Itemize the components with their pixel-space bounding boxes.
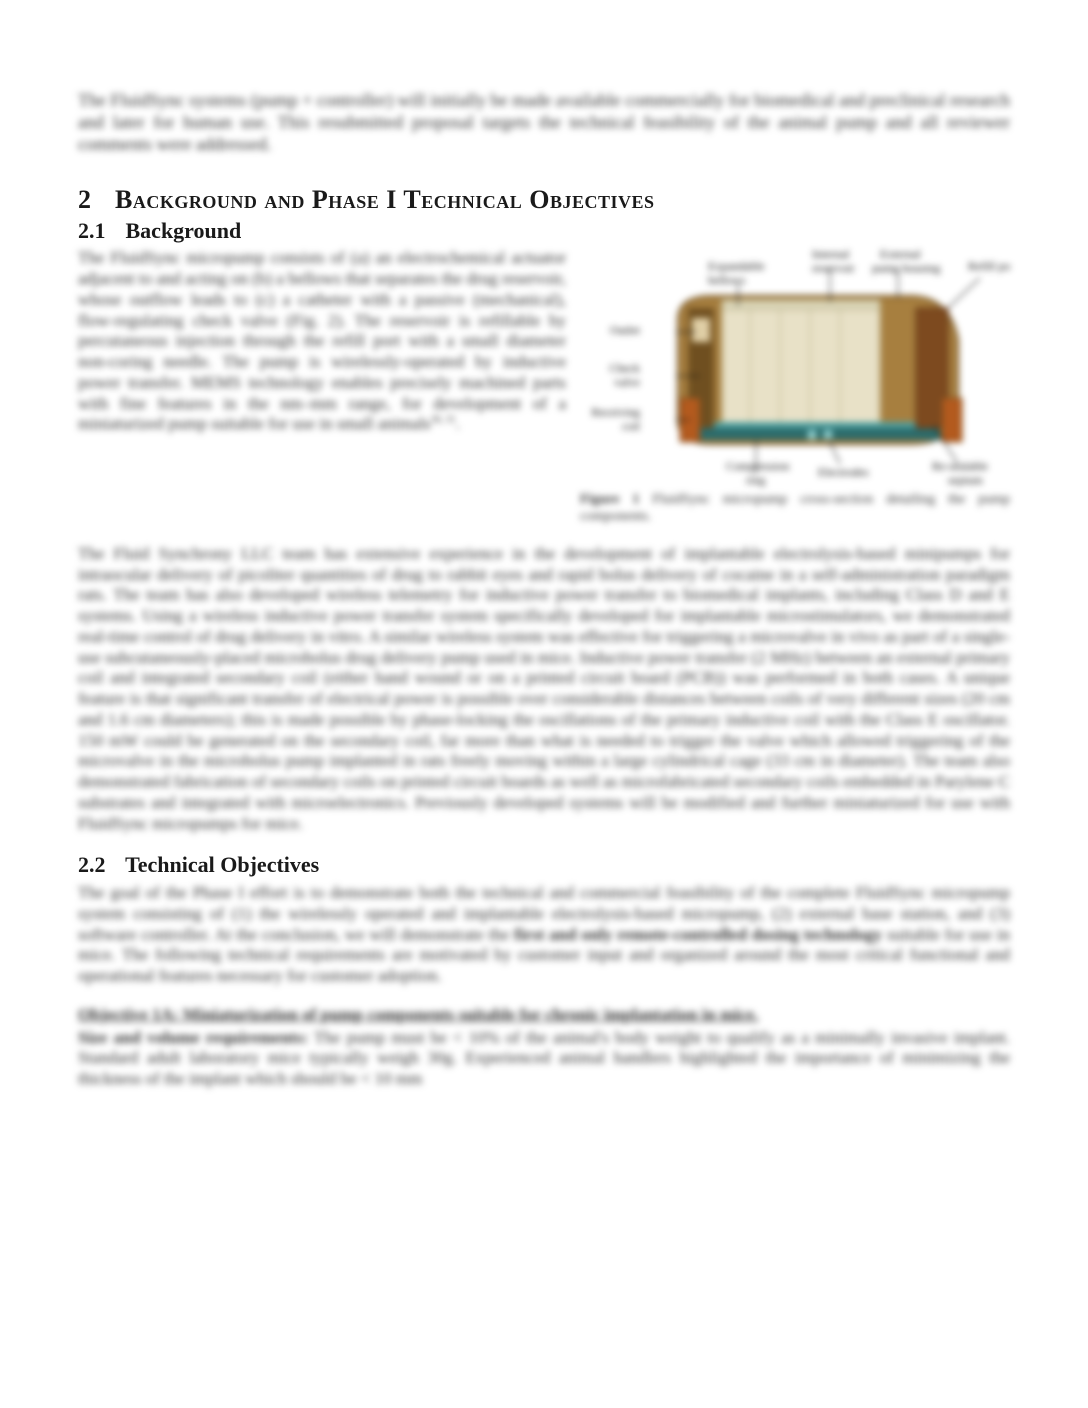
- subsection-22-heading: 2.2 Technical Objectives: [78, 852, 1010, 879]
- background-p1-sup: 30, 31: [431, 415, 456, 426]
- subsection-22-title: Technical Objectives: [125, 852, 319, 877]
- figure-1: Outlet Check valve Receiving coil Expand…: [580, 248, 1010, 526]
- label-refill: Refill po: [968, 259, 1010, 273]
- section-heading: 2 Background and Phase I Technical Objec…: [78, 184, 1010, 216]
- figure-caption-lead: Figure 1: [580, 492, 639, 507]
- section-title: Background and Phase I Technical Objecti…: [115, 185, 655, 214]
- label-coil1: Receiving: [591, 405, 640, 419]
- label-bellows1: Expandable: [708, 259, 765, 273]
- right-coil-shape: [942, 398, 962, 442]
- subsection-21-number: 2.1: [78, 218, 120, 245]
- background-p2-text: The Fluid Synchrony LLC team has extensi…: [78, 544, 1010, 833]
- figure-caption-rest: FluidSync micropump cross-section detail…: [580, 492, 1010, 524]
- electrode-1: [808, 430, 816, 440]
- label-housing1: External: [880, 248, 921, 261]
- label-septum2: septum: [948, 473, 983, 487]
- outlet-window: [692, 318, 710, 342]
- figure-svg: Outlet Check valve Receiving coil Expand…: [580, 248, 1010, 488]
- background-p1-text: The FluidSync micropump consists of (a) …: [78, 248, 566, 433]
- objective-1a-block: Objective 1A: Miniaturization of pump co…: [78, 1005, 1010, 1090]
- label-ring2: ring: [746, 473, 765, 487]
- label-electrodes: Electrodes: [818, 465, 869, 479]
- label-coil2: coil: [622, 419, 641, 433]
- background-p1: The FluidSync micropump consists of (a) …: [78, 248, 566, 526]
- reservoir-top: [722, 300, 880, 310]
- subsection-21-title: Background: [126, 218, 242, 243]
- figure-column: Outlet Check valve Receiving coil Expand…: [580, 248, 1010, 526]
- document-page: The FluidSync systems (pump + controller…: [0, 0, 1088, 1408]
- base-plate-light: [690, 422, 940, 428]
- objectives-p1: The goal of the Phase I effort is to dem…: [78, 883, 1010, 987]
- label-reservoir1: Internal: [812, 248, 850, 261]
- figure-caption: Figure 1 FluidSync micropump cross-secti…: [580, 492, 1010, 526]
- label-check2: valve: [614, 375, 640, 389]
- background-p2: The Fluid Synchrony LLC team has extensi…: [78, 544, 1010, 834]
- label-check1: Check: [609, 361, 640, 375]
- label-housing2: pump housing: [872, 261, 940, 275]
- objective-1a-title: Objective 1A: Miniaturization of pump co…: [78, 1005, 1010, 1026]
- label-ring1: Compression: [726, 459, 789, 473]
- objectives-bold1: first and only remote-controlled dosing …: [514, 925, 882, 944]
- background-twocol: The FluidSync micropump consists of (a) …: [78, 248, 1010, 526]
- intro-paragraph: The FluidSync systems (pump + controller…: [78, 90, 1010, 156]
- objective-1a-lead: Size and volume requirements:: [78, 1028, 308, 1047]
- subsection-22-number: 2.2: [78, 852, 120, 879]
- bellows-shape: [722, 308, 880, 426]
- label-reservoir2: reservoir: [812, 261, 855, 275]
- label-septum1: Re-sealable: [932, 459, 988, 473]
- label-outlet: Outlet: [610, 323, 641, 337]
- label-bellows2: bellows: [708, 273, 746, 287]
- section-number: 2: [78, 184, 108, 216]
- subsection-21-heading: 2.1 Background: [78, 218, 1010, 245]
- intro-text: The FluidSync systems (pump + controller…: [78, 90, 1010, 154]
